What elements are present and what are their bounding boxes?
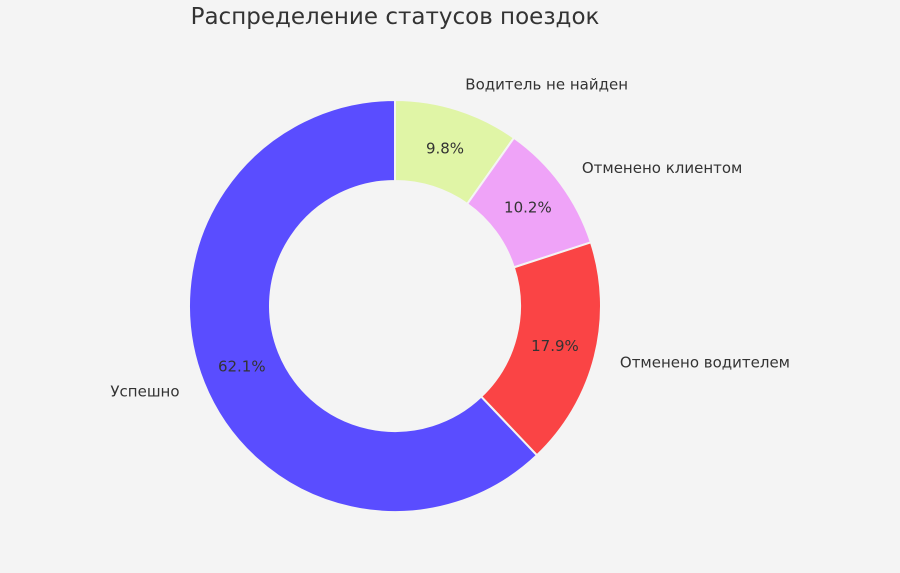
value-label-4: 62.1% <box>218 358 266 376</box>
value-label-2: 10.2% <box>504 199 552 217</box>
category-label-2: Отменено клиентом <box>582 159 743 177</box>
donut-slice-4 <box>188 98 539 513</box>
category-label-1: Водитель не найден <box>465 75 628 93</box>
category-label-3: Отменено водителем <box>620 353 790 371</box>
chart-title: Распределение статусов поездок <box>190 4 600 30</box>
value-label-1: 9.8% <box>426 139 464 157</box>
value-label-3: 17.9% <box>531 337 579 355</box>
category-label-4: Успешно <box>110 383 179 401</box>
